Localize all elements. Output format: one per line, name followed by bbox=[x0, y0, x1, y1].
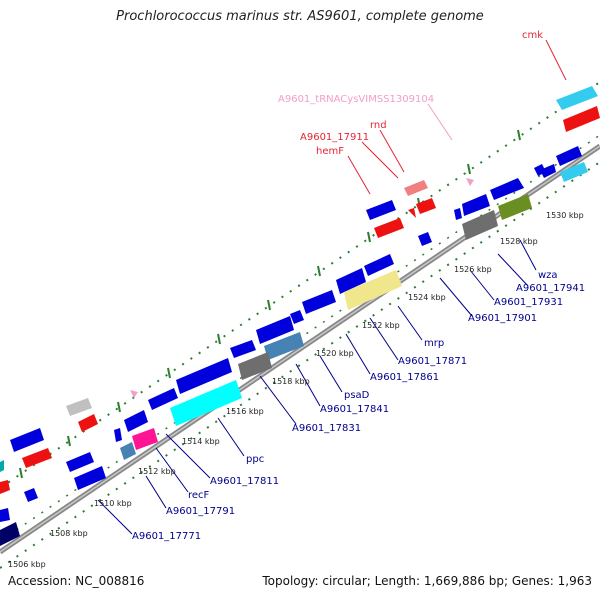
rna-edge bbox=[0, 480, 10, 494]
ruler-label: 1518 kbp bbox=[272, 377, 310, 386]
major-ticks bbox=[19, 95, 571, 479]
gene-rnd bbox=[404, 180, 428, 196]
gene-edge bbox=[0, 460, 4, 472]
label-trna: A9601_tRNACysVIMSS1309104 bbox=[278, 94, 434, 105]
ruler-labels: 1506 kbp 1508 kbp 1510 kbp 1512 kbp 1514… bbox=[8, 211, 584, 569]
ruler-label: 1508 kbp bbox=[50, 529, 88, 538]
label-a9601-17941: A9601_17941 bbox=[516, 283, 585, 294]
ruler-label: 1512 kbp bbox=[138, 467, 176, 476]
backbone bbox=[0, 143, 600, 555]
label-psaD: psaD bbox=[344, 390, 370, 401]
ruler-label: 1522 kbp bbox=[362, 321, 400, 330]
ruler-label: 1524 kbp bbox=[408, 293, 446, 302]
outer-tick-track-top bbox=[0, 81, 600, 489]
label-a9601-17861: A9601_17861 bbox=[370, 372, 439, 383]
label-a9601-17911: A9601_17911 bbox=[300, 132, 369, 143]
label-wza: wza bbox=[538, 270, 558, 281]
label-a9601-17811: A9601_17811 bbox=[210, 476, 279, 487]
label-cmk: cmk bbox=[522, 30, 543, 41]
label-a9601-17791: A9601_17791 bbox=[166, 506, 235, 517]
label-a9601-17831: A9601_17831 bbox=[292, 423, 361, 434]
rna-left bbox=[22, 448, 52, 468]
label-a9601-17931: A9601_17931 bbox=[494, 297, 563, 308]
gene-hemF bbox=[366, 200, 396, 220]
ruler-label: 1506 kbp bbox=[8, 560, 46, 569]
rna-small bbox=[408, 208, 416, 218]
label-a9601-17841: A9601_17841 bbox=[320, 404, 389, 415]
ruler-label: 1520 kbp bbox=[316, 349, 354, 358]
top-strand-genes bbox=[0, 86, 600, 494]
label-leaders bbox=[97, 39, 567, 535]
label-recF: recF bbox=[188, 490, 210, 501]
ruler-label: 1510 kbp bbox=[94, 499, 132, 508]
ruler-label: 1526 kbp bbox=[454, 265, 492, 274]
rna-red-left bbox=[78, 414, 98, 432]
label-mrp: mrp bbox=[424, 338, 444, 349]
trna-marker bbox=[466, 178, 474, 186]
ruler-label: 1530 kbp bbox=[546, 211, 584, 220]
trna-marker-left bbox=[130, 390, 138, 398]
label-ppc: ppc bbox=[246, 454, 264, 465]
label-a9601-17871: A9601_17871 bbox=[398, 356, 467, 367]
rna-rnd bbox=[416, 198, 436, 214]
rrna-feature bbox=[563, 106, 600, 132]
label-rnd: rnd bbox=[370, 120, 387, 131]
ruler-label: 1516 kbp bbox=[226, 407, 264, 416]
accession-text: Accession: NC_008816 bbox=[8, 574, 145, 588]
ruler-label: 1528 kbp bbox=[500, 237, 538, 246]
label-a9601-17901: A9601_17901 bbox=[468, 313, 537, 324]
top-labels: cmk A9601_tRNACysVIMSS1309104 A9601_1791… bbox=[278, 30, 543, 157]
bottom-strand-genes bbox=[0, 146, 588, 546]
ruler-label: 1514 kbp bbox=[182, 437, 220, 446]
label-a9601-17771: A9601_17771 bbox=[132, 531, 201, 542]
bottom-labels: wza A9601_17941 A9601_17931 A9601_17901 … bbox=[132, 270, 585, 542]
gene-left-1 bbox=[10, 428, 44, 452]
gene-cmk bbox=[556, 86, 598, 110]
genome-summary: Topology: circular; Length: 1,669,886 bp… bbox=[262, 574, 592, 588]
rna-hemF bbox=[374, 218, 404, 238]
label-hemF: hemF bbox=[316, 146, 344, 157]
gene-grey bbox=[66, 398, 92, 416]
tick-tracks bbox=[0, 81, 600, 569]
inner-tick-track-bottom bbox=[0, 161, 600, 569]
map-title: Prochlorococcus marinus str. AS9601, com… bbox=[116, 9, 484, 24]
